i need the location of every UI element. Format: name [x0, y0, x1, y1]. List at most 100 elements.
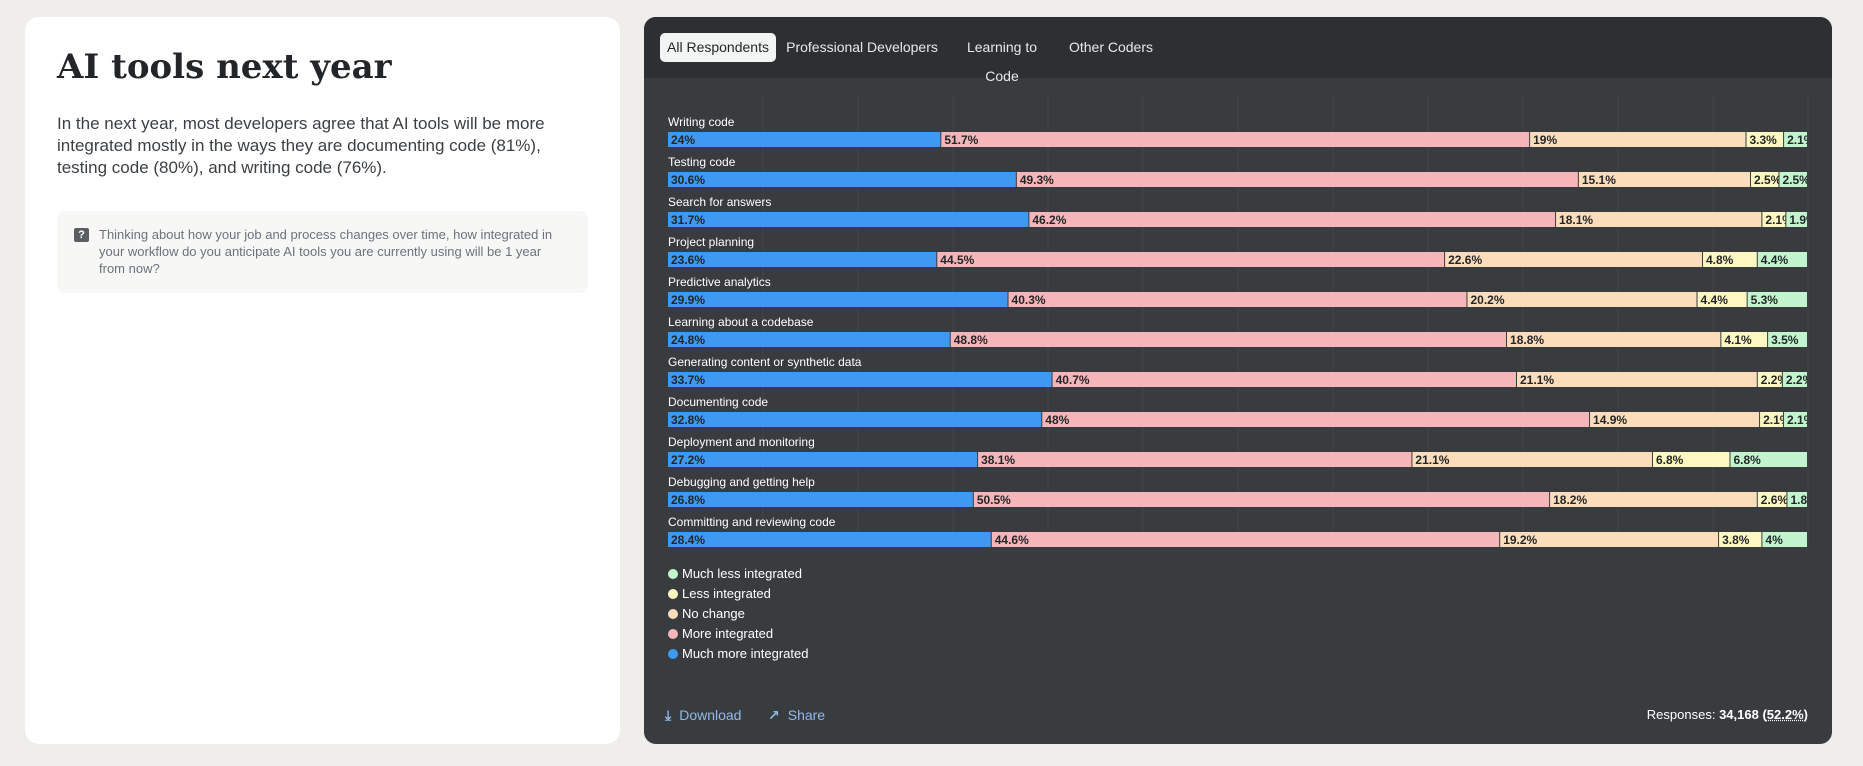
bar-segment[interactable] [1747, 292, 1807, 307]
tab-all-respondents[interactable]: All Respondents [660, 33, 776, 62]
bar-segment[interactable] [1784, 132, 1807, 147]
bar-segment[interactable] [668, 212, 1029, 227]
bar-segment[interactable] [1746, 132, 1784, 147]
legend-label: No change [682, 606, 745, 621]
respondent-tab-bar: All Respondents Professional Developers … [644, 17, 1832, 84]
survey-question-box: ? Thinking about how your job and proces… [57, 211, 588, 293]
data-label: 28.4% [671, 533, 705, 547]
legend-item[interactable]: Much less integrated [668, 564, 808, 584]
bar-segment[interactable] [1445, 252, 1703, 267]
bar-segment[interactable] [1517, 372, 1757, 387]
stacked-bar-chart: Writing code 24% 51.7% 19% 3.3% 2.1% Testing c… [668, 96, 1809, 547]
bar-segment[interactable] [1052, 372, 1517, 387]
category-label: Testing code [668, 155, 736, 169]
legend-swatch [668, 609, 678, 619]
bar-segment[interactable] [1578, 172, 1750, 187]
bar-segment[interactable] [1757, 252, 1807, 267]
data-label: 3.8% [1722, 533, 1750, 547]
survey-question-text: Thinking about how your job and process … [99, 227, 553, 276]
legend-item[interactable]: Much more integrated [668, 644, 808, 664]
bar-segment[interactable] [950, 332, 1507, 347]
bar-segment[interactable] [1721, 332, 1768, 347]
bar-segment[interactable] [941, 132, 1530, 147]
bar-segment[interactable] [1757, 492, 1787, 507]
legend-item[interactable]: More integrated [668, 624, 808, 644]
bar-segment[interactable] [1507, 332, 1721, 347]
bar-segment[interactable] [1760, 412, 1784, 427]
bar-segment[interactable] [668, 132, 941, 147]
data-label: 33.7% [671, 373, 705, 387]
data-label: 18.8% [1510, 333, 1544, 347]
bar-segment[interactable] [1782, 372, 1807, 387]
data-label: 3.5% [1771, 333, 1799, 347]
bar-segment[interactable] [1500, 532, 1719, 547]
data-label: 4.4% [1761, 253, 1789, 267]
bar-segment[interactable] [1719, 532, 1762, 547]
data-label: 22.6% [1448, 253, 1482, 267]
bar-segment[interactable] [668, 292, 1008, 307]
chart-legend: Much less integrated Less integrated No ch… [668, 564, 808, 664]
bar-segment[interactable] [1016, 172, 1578, 187]
bar-segment[interactable] [1757, 372, 1782, 387]
bar-segment[interactable] [1652, 452, 1730, 467]
data-label: 48% [1045, 413, 1069, 427]
data-label: 15.1% [1582, 173, 1616, 187]
category-label: Deployment and monitoring [668, 435, 815, 449]
bar-segment[interactable] [937, 252, 1445, 267]
bar-segment[interactable] [1786, 212, 1807, 227]
category-label: Generating content or synthetic data [668, 355, 862, 369]
category-label: Committing and reviewing code [668, 515, 836, 529]
data-label: 46.2% [1032, 213, 1066, 227]
bar-segment[interactable] [1768, 332, 1807, 347]
bar-segment[interactable] [668, 412, 1042, 427]
data-label: 6.8% [1733, 453, 1761, 467]
data-label: 32.8% [671, 413, 705, 427]
bar-segment[interactable] [1779, 172, 1808, 187]
data-label: 5.3% [1751, 293, 1779, 307]
bar-segment[interactable] [973, 492, 1550, 507]
download-button[interactable]: ⤓ Download [665, 707, 741, 724]
bar-segment[interactable] [1751, 172, 1779, 187]
bar-segment[interactable] [668, 452, 978, 467]
share-button[interactable]: ↗ Share [768, 707, 825, 724]
responses-percent[interactable]: 52.2% [1766, 707, 1804, 722]
bar-segment[interactable] [668, 172, 1016, 187]
bar-segment[interactable] [1029, 212, 1556, 227]
bar-segment[interactable] [1550, 492, 1757, 507]
tab-other-coders[interactable]: Other Coders [1068, 39, 1154, 55]
bar-segment[interactable] [668, 532, 991, 547]
data-label: 23.6% [671, 253, 705, 267]
tab-professional-developers[interactable]: Professional Developers [786, 39, 938, 55]
bar-segment[interactable] [668, 252, 937, 267]
download-label: Download [679, 707, 742, 723]
bar-segment[interactable] [1008, 292, 1467, 307]
bar-segment[interactable] [668, 372, 1052, 387]
bar-segment[interactable] [1730, 452, 1807, 467]
data-label: 21.1% [1520, 373, 1554, 387]
bar-segment[interactable] [991, 532, 1500, 547]
bar-segment[interactable] [1530, 132, 1746, 147]
data-label: 24.8% [671, 333, 705, 347]
data-label: 2.1% [1763, 413, 1791, 427]
share-label: Share [787, 707, 826, 723]
bar-segment[interactable] [1042, 412, 1590, 427]
data-label: 40.3% [1012, 293, 1046, 307]
bar-segment[interactable] [668, 492, 973, 507]
bar-segment[interactable] [1762, 212, 1786, 227]
data-label: 19% [1533, 133, 1557, 147]
bar-segment[interactable] [1412, 452, 1652, 467]
bar-segment[interactable] [978, 452, 1412, 467]
tab-learning-to-code[interactable]: Learning to Code [966, 39, 1038, 84]
bar-segment[interactable] [1467, 292, 1697, 307]
bar-segment[interactable] [1697, 292, 1747, 307]
bar-segment[interactable] [1590, 412, 1760, 427]
bar-segment[interactable] [1556, 212, 1762, 227]
bar-segment[interactable] [1703, 252, 1757, 267]
bar-segment[interactable] [1784, 412, 1807, 427]
bar-segment[interactable] [668, 332, 950, 347]
bar-segment[interactable] [1787, 492, 1807, 507]
page-title: AI tools next year [57, 47, 392, 87]
legend-item[interactable]: Less integrated [668, 584, 808, 604]
bar-segment[interactable] [1762, 532, 1807, 547]
legend-item[interactable]: No change [668, 604, 808, 624]
